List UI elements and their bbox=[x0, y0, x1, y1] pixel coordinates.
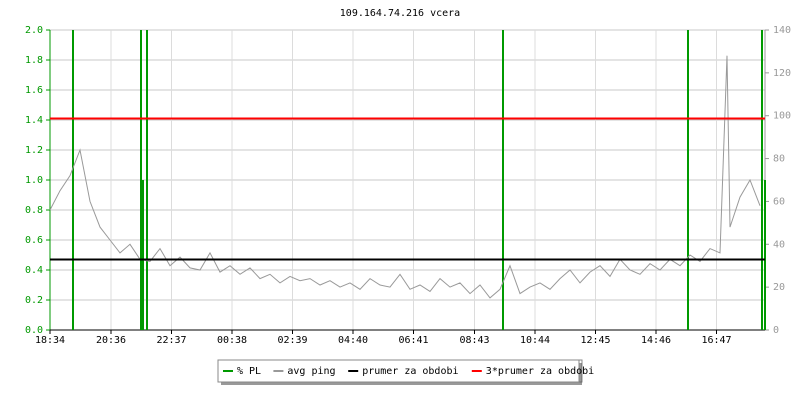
x-tick-label: 18:34 bbox=[35, 335, 65, 346]
legend-label: prumer za obdobi bbox=[362, 366, 458, 377]
y2-tick-label: 120 bbox=[773, 68, 791, 79]
y2-tick-label: 60 bbox=[773, 196, 785, 207]
x-tick-label: 04:40 bbox=[338, 335, 368, 346]
x-tick-label: 10:44 bbox=[520, 335, 550, 346]
x-tick-label: 12:45 bbox=[580, 335, 610, 346]
chart-title: 109.164.74.216 vcera bbox=[340, 8, 460, 19]
y2-tick-label: 20 bbox=[773, 282, 785, 293]
y-tick-label: 0.4 bbox=[25, 265, 43, 276]
y2-tick-label: 80 bbox=[773, 154, 785, 165]
y2-tick-label: 100 bbox=[773, 111, 791, 122]
x-tick-label: 20:36 bbox=[96, 335, 126, 346]
y-tick-label: 0.8 bbox=[25, 205, 43, 216]
y-tick-label: 0.2 bbox=[25, 295, 43, 306]
x-tick-label: 16:47 bbox=[701, 335, 731, 346]
legend-frame bbox=[217, 359, 580, 383]
y-tick-label: 0.0 bbox=[25, 325, 43, 336]
y-tick-label: 1.4 bbox=[25, 115, 43, 126]
x-tick-label: 00:38 bbox=[217, 335, 247, 346]
y2-tick-label: 140 bbox=[773, 25, 791, 36]
x-tick-label: 02:39 bbox=[277, 335, 307, 346]
legend-label: 3*prumer za obdobi bbox=[486, 366, 594, 377]
y-tick-label: 1.8 bbox=[25, 55, 43, 66]
legend-label: avg ping bbox=[287, 366, 335, 377]
y-tick-label: 1.6 bbox=[25, 85, 43, 96]
x-tick-label: 14:46 bbox=[641, 335, 671, 346]
y-tick-label: 0.6 bbox=[25, 235, 43, 246]
y2-tick-label: 0 bbox=[773, 325, 779, 336]
y2-tick-label: 40 bbox=[773, 239, 785, 250]
legend-label: % PL bbox=[237, 366, 261, 377]
y-tick-label: 2.0 bbox=[25, 25, 43, 36]
x-tick-label: 22:37 bbox=[156, 335, 186, 346]
y-tick-label: 1.2 bbox=[25, 145, 43, 156]
x-tick-label: 06:41 bbox=[398, 335, 428, 346]
y-tick-label: 1.0 bbox=[25, 175, 43, 186]
x-tick-label: 08:43 bbox=[459, 335, 489, 346]
ping-line bbox=[49, 55, 761, 299]
